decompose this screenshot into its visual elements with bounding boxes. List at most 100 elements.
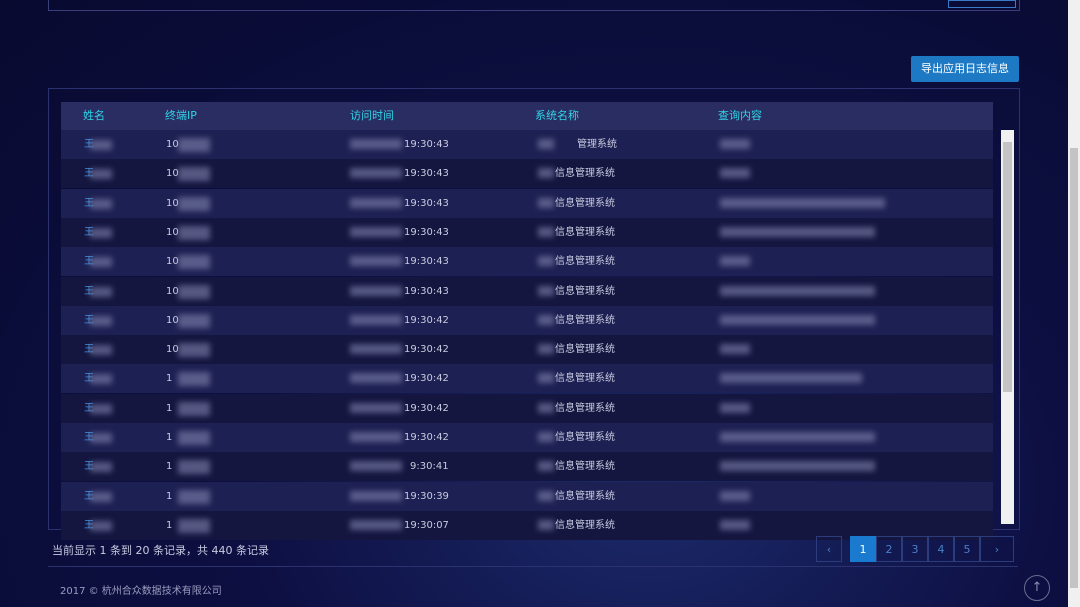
page-button[interactable]: ›	[980, 536, 1014, 562]
system-cell: 信息管理系统	[555, 168, 615, 180]
blur	[350, 197, 402, 208]
blur	[538, 402, 554, 413]
column-header: 访问时间	[350, 109, 394, 122]
status-text: 当前显示 1 条到 20 条记录，共 440 条记录	[52, 544, 269, 557]
name-cell: 王	[84, 256, 94, 268]
time-cell: 19:30:42	[404, 314, 449, 326]
ip-cell: 1	[166, 461, 173, 473]
blur	[720, 256, 750, 267]
blur	[90, 520, 112, 531]
blur	[538, 373, 554, 384]
system-cell: 管理系统	[577, 139, 617, 150]
system-cell: 信息管理系统	[555, 402, 615, 414]
blur	[538, 256, 554, 267]
back-to-top[interactable]: ↑	[1024, 575, 1050, 601]
blur	[178, 460, 210, 475]
time-cell: 19:30:43	[404, 168, 449, 180]
name-cell: 王	[84, 344, 94, 356]
time-cell: 19:30:43	[404, 226, 449, 238]
blur	[538, 285, 554, 296]
page-button[interactable]: 4	[928, 536, 954, 562]
table-row	[61, 130, 993, 159]
blur	[90, 491, 112, 502]
name-cell: 王	[84, 314, 94, 326]
page-button[interactable]: 1	[850, 536, 876, 562]
blur	[178, 518, 210, 533]
ip-cell: 1	[166, 490, 173, 502]
blur	[178, 489, 210, 504]
divider	[48, 566, 1018, 567]
blur	[538, 490, 554, 501]
time-cell: 9:30:41	[410, 461, 449, 473]
ip-cell: 10	[166, 226, 179, 238]
blur	[720, 139, 750, 149]
system-cell: 信息管理系统	[555, 197, 615, 209]
system-cell: 信息管理系统	[555, 285, 615, 297]
blur	[178, 167, 210, 182]
page-button[interactable]: 3	[902, 536, 928, 562]
footer: 2017 © 杭州合众数据技术有限公司	[60, 586, 222, 597]
blur	[90, 140, 112, 150]
blur	[538, 168, 554, 179]
table-row	[61, 335, 993, 365]
blur	[178, 343, 210, 358]
time-cell: 19:30:43	[404, 197, 449, 209]
table-header	[61, 102, 993, 130]
blur	[178, 138, 210, 152]
export-button[interactable]: 导出应用日志信息	[911, 56, 1019, 82]
blur	[90, 403, 112, 414]
blur	[720, 197, 885, 208]
blur	[90, 198, 112, 209]
time-cell: 19:30:43	[404, 139, 449, 150]
time-cell: 19:30:43	[404, 285, 449, 297]
blur	[350, 168, 402, 179]
blur	[720, 285, 875, 296]
blur	[90, 345, 112, 356]
name-cell: 王	[84, 168, 94, 180]
ip-cell: 10	[166, 314, 179, 326]
page-button[interactable]: 2	[876, 536, 902, 562]
scrollbar[interactable]	[1001, 130, 1014, 524]
table-row	[61, 393, 993, 423]
blur	[350, 314, 402, 325]
time-cell: 19:30:42	[404, 373, 449, 385]
blur	[350, 519, 402, 530]
ip-cell: 10	[166, 256, 179, 268]
blur	[90, 433, 112, 443]
name-cell: 王	[84, 285, 94, 297]
ip-cell: 10	[166, 139, 179, 150]
blur	[538, 314, 554, 325]
blur	[178, 313, 210, 328]
name-cell: 王	[84, 139, 94, 150]
blur	[90, 257, 112, 268]
column-header: 终端IP	[165, 109, 197, 122]
ip-cell: 1	[166, 373, 173, 385]
name-cell: 王	[84, 490, 94, 502]
name-cell: 王	[84, 432, 94, 443]
blur	[178, 225, 210, 240]
system-cell: 信息管理系统	[555, 432, 615, 443]
search-button[interactable]	[948, 0, 1016, 8]
name-cell: 王	[84, 402, 94, 414]
ip-cell: 1	[166, 432, 173, 443]
page-scrollbar[interactable]	[1068, 0, 1080, 607]
table-row	[61, 159, 993, 189]
name-cell: 王	[84, 226, 94, 238]
search-box[interactable]	[48, 0, 1020, 11]
name-cell: 王	[84, 197, 94, 209]
blur	[178, 284, 210, 299]
time-cell: 19:30:42	[404, 344, 449, 356]
page-button[interactable]: 5	[954, 536, 980, 562]
blur	[538, 139, 554, 149]
blur	[720, 432, 875, 442]
time-cell: 19:30:42	[404, 402, 449, 414]
page-button[interactable]: ‹	[816, 536, 842, 562]
blur	[178, 196, 210, 211]
ip-cell: 1	[166, 519, 173, 531]
blur	[538, 461, 554, 472]
ip-cell: 10	[166, 168, 179, 180]
blur	[350, 285, 402, 296]
time-cell: 19:30:39	[404, 490, 449, 502]
system-cell: 信息管理系统	[555, 519, 615, 531]
